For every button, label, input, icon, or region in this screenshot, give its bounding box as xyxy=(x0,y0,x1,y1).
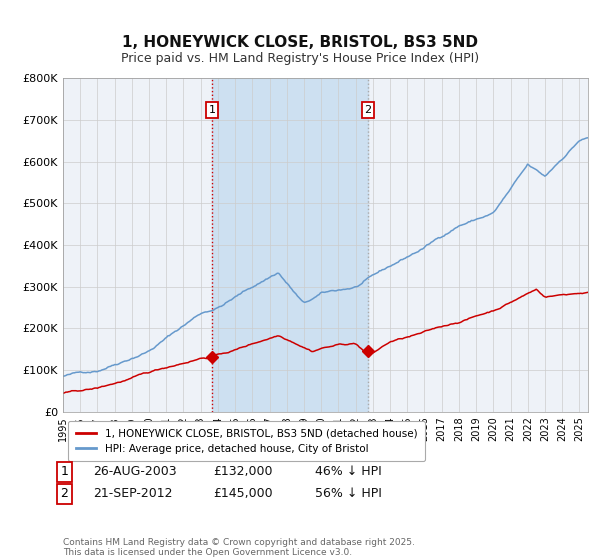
Bar xyxy=(212,78,368,412)
Text: Price paid vs. HM Land Registry's House Price Index (HPI): Price paid vs. HM Land Registry's House … xyxy=(121,52,479,64)
Text: 21-SEP-2012: 21-SEP-2012 xyxy=(93,487,173,501)
Legend: 1, HONEYWICK CLOSE, BRISTOL, BS3 5ND (detached house), HPI: Average price, detac: 1, HONEYWICK CLOSE, BRISTOL, BS3 5ND (de… xyxy=(68,421,425,461)
Text: 26-AUG-2003: 26-AUG-2003 xyxy=(93,465,176,478)
Text: 2: 2 xyxy=(364,105,371,115)
Text: 56% ↓ HPI: 56% ↓ HPI xyxy=(315,487,382,501)
Text: £132,000: £132,000 xyxy=(213,465,272,478)
Text: 1: 1 xyxy=(208,105,215,115)
Text: Contains HM Land Registry data © Crown copyright and database right 2025.
This d: Contains HM Land Registry data © Crown c… xyxy=(63,538,415,557)
Text: 2: 2 xyxy=(60,487,68,501)
Text: 46% ↓ HPI: 46% ↓ HPI xyxy=(315,465,382,478)
Text: £145,000: £145,000 xyxy=(213,487,272,501)
Text: 1: 1 xyxy=(60,465,68,478)
Text: 1, HONEYWICK CLOSE, BRISTOL, BS3 5ND: 1, HONEYWICK CLOSE, BRISTOL, BS3 5ND xyxy=(122,35,478,50)
